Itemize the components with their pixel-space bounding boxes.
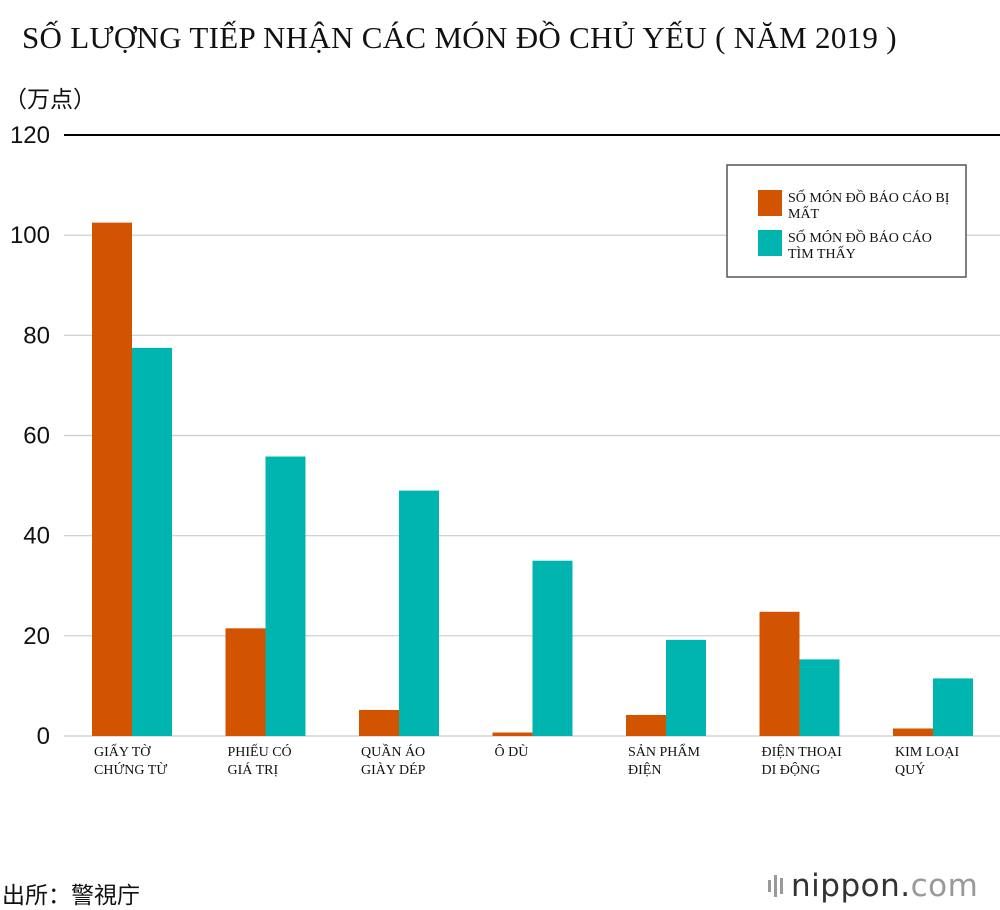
- nippon-logo: nippon.com: [768, 866, 978, 906]
- x-tick-label: GIÀY DÉP: [361, 761, 426, 778]
- x-tick-label: ĐIỆN THOẠI: [762, 743, 843, 760]
- bar-lost-1: [225, 628, 266, 736]
- y-tick-label: 40: [23, 523, 50, 550]
- y-tick-label: 60: [23, 423, 50, 450]
- legend-label: TÌM THẤY: [788, 245, 856, 262]
- x-tick-label: GIẤY TỜ: [94, 743, 151, 760]
- legend-swatch-lost: [758, 190, 782, 216]
- x-tick-label: Ô DÙ: [495, 743, 529, 760]
- chart-title: SỐ LƯỢNG TIẾP NHẬN CÁC MÓN ĐỒ CHỦ YẾU ( …: [22, 20, 897, 55]
- bar-found-4: [666, 639, 706, 736]
- bar-lost-3: [492, 732, 533, 736]
- y-tick-label: 0: [37, 723, 50, 750]
- grid-lines: [64, 134, 1000, 737]
- x-tick-label: QUÝ: [895, 761, 925, 778]
- bar-lost-5: [759, 611, 800, 736]
- y-tick-label: 20: [23, 623, 50, 650]
- bar-found-6: [933, 678, 973, 736]
- x-tick-label: KIM LOẠI: [895, 745, 959, 760]
- x-tick-label: GIÁ TRỊ: [228, 761, 279, 778]
- y-unit-label: （万点）: [4, 87, 96, 113]
- bar-found-5: [799, 659, 840, 736]
- x-tick-label: ĐIỆN: [628, 761, 661, 778]
- bar-lost-6: [893, 728, 933, 736]
- legend-label: SỐ MÓN ĐỒ BÁO CÁO: [788, 228, 932, 246]
- x-tick-label: SẢN PHẨM: [628, 743, 701, 760]
- bar-found-3: [532, 560, 573, 736]
- x-tick-label: QUẦN ÁO: [361, 743, 425, 760]
- source-note: 出所：警視庁: [2, 883, 140, 909]
- legend-swatch-found: [758, 230, 782, 256]
- bar-found-1: [265, 456, 306, 736]
- x-tick-label: PHIẾU CÓ: [228, 743, 292, 760]
- brand-text: nippon.com: [791, 868, 979, 904]
- bar-lost-4: [626, 714, 666, 736]
- x-tick-label: DI ĐỘNG: [762, 761, 821, 778]
- legend-label: SỐ MÓN ĐỒ BÁO CÁO BỊ: [788, 188, 950, 206]
- legend-box: [726, 164, 967, 278]
- bars: [92, 222, 973, 737]
- bar-found-2: [399, 490, 439, 736]
- y-tick-label: 100: [10, 222, 50, 249]
- bar-lost-0: [92, 222, 132, 737]
- bar-found-0: [132, 347, 172, 736]
- sound-bars-icon: [768, 875, 783, 897]
- y-tick-labels: 0 20 40 60 80 100 120: [10, 122, 50, 750]
- y-tick-label: 120: [10, 122, 50, 149]
- bar-lost-2: [359, 709, 399, 736]
- y-tick-label: 80: [23, 322, 50, 349]
- x-tick-label: CHỨNG TỪ: [94, 761, 167, 778]
- legend-label: MẤT: [788, 205, 820, 222]
